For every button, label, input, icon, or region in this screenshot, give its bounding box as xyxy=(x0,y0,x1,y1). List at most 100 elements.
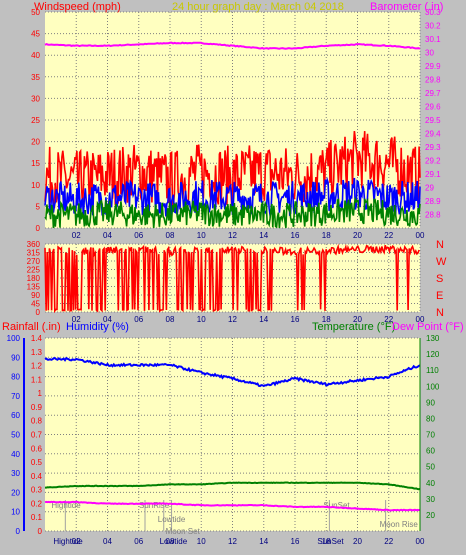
barometer-y-tick-label: 30.1 xyxy=(425,35,441,44)
direction-y-tick-label: 135 xyxy=(27,283,41,292)
humidity-panel-axes: 010203040506070809010000.10.20.30.40.50.… xyxy=(7,334,440,546)
barometer-line xyxy=(44,41,421,50)
temperature-y-tick-label: 50 xyxy=(426,463,435,472)
temperature-y-tick-label: 40 xyxy=(426,479,435,488)
temperature-y-tick-label: 30 xyxy=(426,495,435,504)
compass-label: N xyxy=(436,307,444,319)
humidity-panel-series xyxy=(44,356,421,512)
barometer-y-tick-label: 29.5 xyxy=(425,116,441,125)
direction-y-tick-label: 360 xyxy=(27,240,41,249)
wind-y-tick-label: 30 xyxy=(31,94,40,103)
direction-x-tick-label: 12 xyxy=(228,315,237,324)
wind-panel-axes: 0 5 10 15 20 25 30 35 40 45 50 28.8 28.9 29 29.1 29.2 29… xyxy=(31,8,441,240)
humidity-y-tick-label: 20 xyxy=(11,488,20,497)
humidity-x-tick-label: 16 xyxy=(291,537,300,546)
direction-x-tick-label: 22 xyxy=(384,315,393,324)
barometer-y-tick-label: 30 xyxy=(425,49,434,58)
wind-x-tick-label: 04 xyxy=(103,231,112,240)
humidity-y-tick-label: 0 xyxy=(16,527,21,536)
humidity-x-tick-label: 22 xyxy=(384,537,393,546)
wind-x-tick-label: 10 xyxy=(197,231,206,240)
humidity-y-tick-label: 30 xyxy=(11,469,20,478)
rain-y-tick-label: 1.3 xyxy=(31,348,43,357)
barometer-y-tick-label: 29 xyxy=(425,184,434,193)
barometer-label: Barometer (.in) xyxy=(370,1,443,13)
windspeed-label: Windspeed (mph) xyxy=(34,1,121,13)
temperature-y-tick-label: 120 xyxy=(426,350,440,359)
wind-x-tick-label: 08 xyxy=(166,231,175,240)
wind-y-tick-label: 25 xyxy=(31,116,40,125)
temperature-label: Temperature (°F) xyxy=(312,321,395,333)
barometer-y-tick-label: 29.4 xyxy=(425,130,441,139)
temperature-y-tick-label: 110 xyxy=(426,366,439,375)
rain-y-tick-label: 0.6 xyxy=(31,444,43,453)
humidity-y-tick-label: 10 xyxy=(11,508,20,517)
compass-label: W xyxy=(436,256,447,268)
wind-x-tick-label: 22 xyxy=(384,231,393,240)
direction-panel-series xyxy=(44,243,420,314)
rain-y-tick-label: 0.7 xyxy=(31,431,43,440)
wind-x-tick-label: 20 xyxy=(353,231,362,240)
wind-y-tick-label: 0 xyxy=(36,224,41,233)
wind-x-tick-label: 18 xyxy=(322,231,331,240)
wind-low-line xyxy=(44,196,421,229)
compass-label: S xyxy=(436,273,443,285)
humidity-y-tick-label: 100 xyxy=(7,334,21,343)
humidity-y-tick-label: 70 xyxy=(11,392,20,401)
gust-line xyxy=(44,131,421,210)
humidity-x-tick-label: 20 xyxy=(353,537,362,546)
rain-y-tick-label: 0.9 xyxy=(31,403,43,412)
temperature-y-tick-label: 100 xyxy=(426,382,440,391)
wind-y-tick-label: 45 xyxy=(31,30,40,39)
direction-x-tick-label: 02 xyxy=(72,315,81,324)
humidity-x-tick-label: 14 xyxy=(259,537,268,546)
wind-y-tick-label: 10 xyxy=(31,181,40,190)
direction-y-tick-label: 180 xyxy=(27,274,41,283)
humidity-y-tick-label: 80 xyxy=(11,373,20,382)
barometer-y-tick-label: 29.8 xyxy=(425,76,441,85)
direction-x-tick-label: 00 xyxy=(416,315,425,324)
axis-event-label: Hightide xyxy=(53,537,83,546)
wind-y-tick-label: 15 xyxy=(31,159,40,168)
humidity-x-tick-label: 10 xyxy=(197,537,206,546)
temperature-y-tick-label: 60 xyxy=(426,447,435,456)
barometer-y-tick-label: 29.6 xyxy=(425,103,441,112)
barometer-y-tick-label: 29.3 xyxy=(425,143,441,152)
direction-x-tick-label: 16 xyxy=(291,315,300,324)
temperature-y-tick-label: 130 xyxy=(426,334,440,343)
axis-event-label: Lowtide xyxy=(160,537,188,546)
wind-x-tick-label: 06 xyxy=(134,231,143,240)
rain-y-tick-label: 1 xyxy=(38,389,43,398)
humidity-y-tick-label: 40 xyxy=(11,450,20,459)
humidity-y-tick-label: 50 xyxy=(11,431,20,440)
humidity-x-tick-label: 18 xyxy=(322,537,331,546)
direction-x-tick-label: 10 xyxy=(197,315,206,324)
direction-y-tick-label: 225 xyxy=(27,266,41,275)
rain-y-tick-label: 1.4 xyxy=(31,334,43,343)
direction-x-tick-label: 08 xyxy=(166,315,175,324)
wind-y-tick-label: 35 xyxy=(31,73,40,82)
barometer-y-tick-label: 29.2 xyxy=(425,157,441,166)
axis-event-label: SunSet xyxy=(317,537,344,546)
rainfall-label: Rainfall (.in) xyxy=(2,321,61,333)
barometer-y-tick-label: 30.3 xyxy=(425,8,441,17)
wind-x-tick-label: 00 xyxy=(416,231,425,240)
temperature-y-tick-label: 20 xyxy=(426,511,435,520)
dewpoint-line xyxy=(44,500,421,512)
direction-y-tick-label: 45 xyxy=(31,300,40,309)
event-label: SunRise xyxy=(139,501,170,510)
direction-x-tick-label: 06 xyxy=(134,315,143,324)
rain-y-tick-label: 0.5 xyxy=(31,458,43,467)
direction-y-tick-label: 315 xyxy=(27,249,41,258)
humidity-line xyxy=(44,356,421,388)
temperature-line xyxy=(45,481,421,491)
rain-y-tick-label: 1.2 xyxy=(31,362,43,371)
event-label: Hightide xyxy=(51,501,81,510)
rain-y-tick-label: 0.8 xyxy=(31,417,43,426)
humidity-x-tick-label: 02 xyxy=(72,537,81,546)
humidity-x-tick-label: 00 xyxy=(416,537,425,546)
direction-x-tick-label: 18 xyxy=(322,315,331,324)
wind-y-tick-label: 50 xyxy=(31,8,40,17)
